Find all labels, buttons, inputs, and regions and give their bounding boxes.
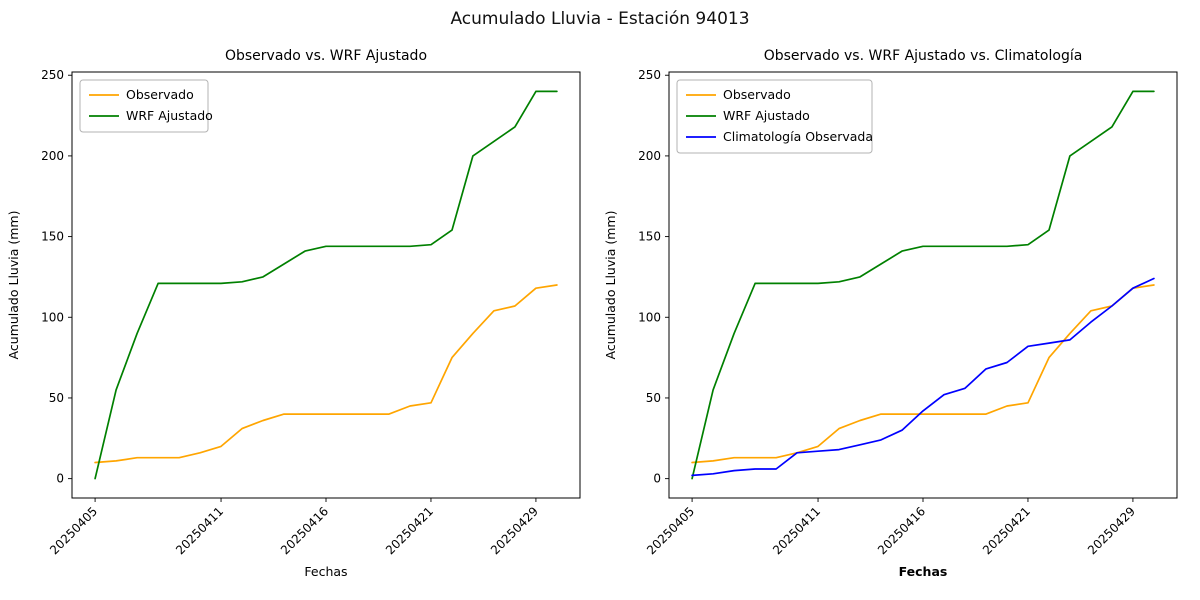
y-tick-label: 150: [638, 230, 661, 244]
x-tick-label: 20250411: [173, 504, 226, 557]
y-tick-label: 0: [653, 472, 661, 486]
x-tick-label: 20250429: [1085, 504, 1138, 557]
subplot-title: Observado vs. WRF Ajustado vs. Climatolo…: [764, 48, 1083, 64]
y-axis-label: Acumulado Lluvia (mm): [6, 211, 21, 360]
x-tick-label: 20250411: [770, 504, 823, 557]
series-line-wrf-ajustado: [691, 90, 1155, 480]
y-tick-label: 200: [41, 149, 64, 163]
figure-title: Acumulado Lluvia - Estación 94013: [450, 9, 750, 29]
x-tick-label: 20250416: [278, 504, 331, 557]
x-tick-label: 20250405: [644, 504, 697, 557]
y-tick-label: 100: [41, 310, 64, 324]
y-tick-label: 100: [638, 310, 661, 324]
x-tick-label: 20250421: [980, 504, 1033, 557]
legend-box: [79, 79, 209, 133]
legend: Observado WRF Ajustado Climatología Observ…: [676, 79, 873, 154]
legend-label-observado: Observado: [723, 87, 791, 102]
legend-label-wrf-ajustado: WRF Ajustado: [126, 108, 213, 123]
legend-box: [676, 79, 873, 154]
y-tick-label: 200: [638, 149, 661, 163]
x-tick-label: 20250416: [875, 504, 928, 557]
plot-frame: [71, 71, 581, 499]
x-axis-label: Fechas: [899, 564, 948, 579]
legend-label-wrf-ajustado: WRF Ajustado: [723, 108, 810, 123]
series-line-observado: [94, 284, 558, 464]
legend-label-observado: Observado: [126, 87, 194, 102]
x-axis-label: Fechas: [304, 564, 347, 579]
y-tick-label: 0: [56, 472, 64, 486]
chart-left-observado-vs-wrf: Observado vs. WRF Ajustado 0 50 100 150 200 25…: [6, 48, 581, 579]
series-line-wrf-ajustado: [94, 90, 558, 480]
y-tick-label: 250: [41, 68, 64, 82]
y-tick-label: 250: [638, 68, 661, 82]
subplot-title: Observado vs. WRF Ajustado: [225, 48, 427, 64]
x-tick-label: 20250429: [488, 504, 541, 557]
legend: Observado WRF Ajustado: [79, 79, 213, 133]
y-tick-label: 150: [41, 230, 64, 244]
y-axis-label: Acumulado Lluvia (mm): [603, 211, 618, 360]
x-tick-label: 20250405: [47, 504, 100, 557]
y-tick-label: 50: [646, 391, 661, 405]
legend-label-climatologi-a-observada: Climatología Observada: [723, 129, 873, 144]
x-tick-label: 20250421: [383, 504, 436, 557]
series-line-climatologi-a-observada: [691, 277, 1155, 477]
series-line-observado: [691, 284, 1155, 464]
chart-right-observado-vs-wrf-vs-climatologia: Observado vs. WRF Ajustado vs. Climatolo…: [603, 48, 1178, 579]
y-tick-label: 50: [49, 391, 64, 405]
